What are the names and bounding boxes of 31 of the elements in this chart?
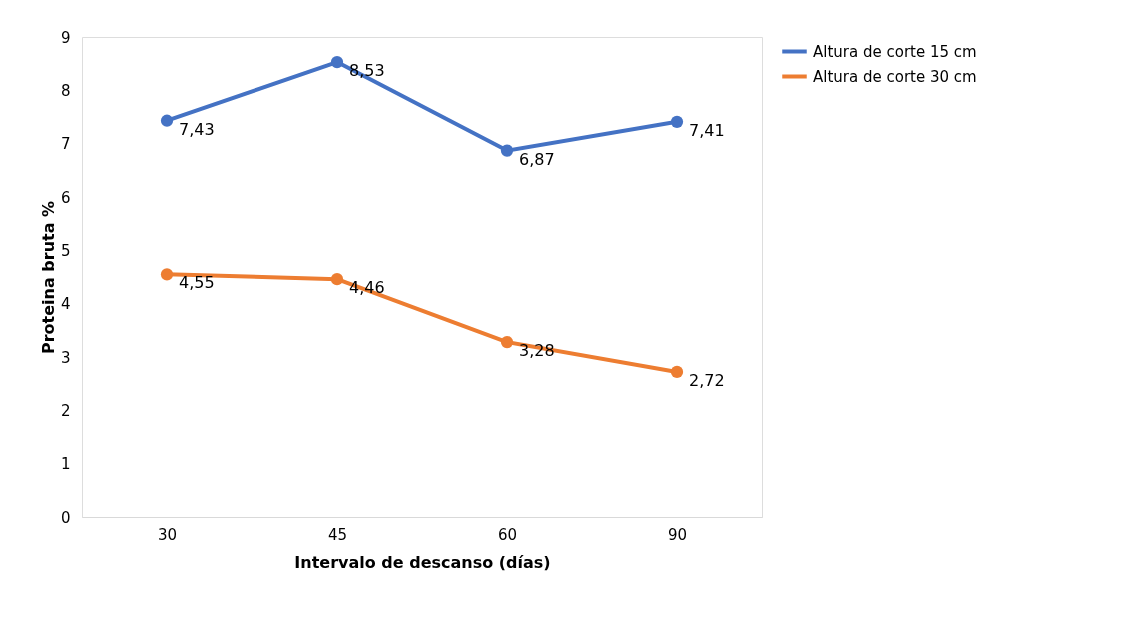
data-label: 7,43	[179, 119, 215, 139]
x-tick-label: 60	[497, 525, 518, 544]
data-label: 4,55	[179, 273, 215, 293]
x-axis-title: Intervalo de descanso (días)	[294, 552, 551, 572]
y-tick-label: 9	[60, 28, 71, 47]
point	[670, 365, 684, 379]
point	[330, 55, 344, 69]
legend-label: Altura de corte 15 cm	[813, 42, 977, 61]
data-label: 7,41	[689, 120, 725, 140]
y-tick-label: 4	[60, 295, 71, 314]
y-tick-label: 1	[60, 455, 71, 474]
y-tick-label: 3	[60, 348, 71, 367]
y-tick-label: 0	[60, 508, 71, 527]
point	[160, 268, 174, 281]
point	[160, 114, 174, 127]
y-tick-label: 8	[60, 81, 71, 100]
y-tick-label: 5	[60, 241, 71, 260]
data-label: 2,72	[689, 370, 725, 390]
point	[500, 144, 514, 157]
point	[500, 335, 514, 349]
y-tick-label: 6	[60, 188, 71, 207]
data-label: 6,87	[519, 149, 555, 169]
y-axis-title: Proteina bruta %	[38, 200, 58, 355]
point	[330, 273, 344, 286]
point	[670, 115, 684, 128]
x-tick-label: 90	[667, 525, 688, 544]
y-tick-label: 2	[60, 401, 71, 420]
legend-label: Altura de corte 30 cm	[813, 67, 977, 86]
y-tick-label: 7	[60, 135, 71, 154]
x-tick-label: 45	[327, 525, 348, 544]
x-tick-label: 30	[157, 525, 178, 544]
